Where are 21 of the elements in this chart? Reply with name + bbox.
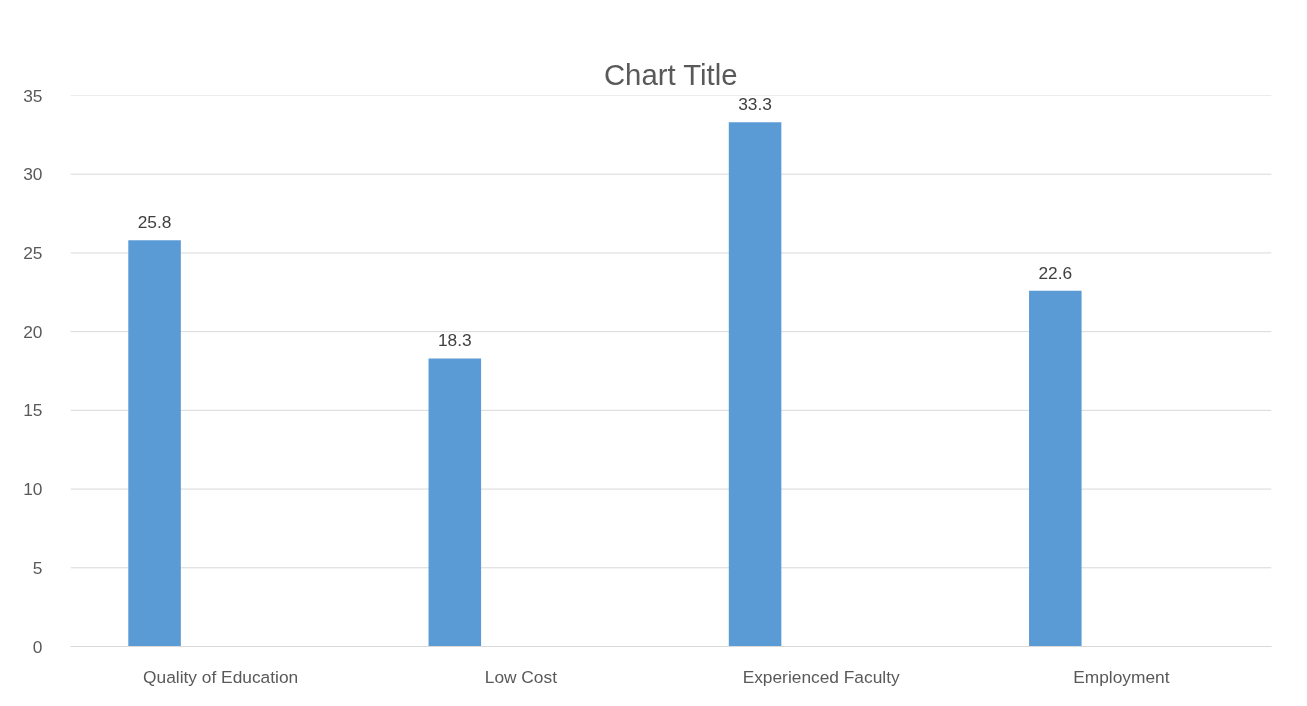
x-tick-label: Low Cost [484, 666, 558, 687]
x-tick-label: Quality of Education [143, 666, 299, 687]
bar [1029, 290, 1082, 647]
bar [128, 240, 181, 647]
y-tick-label: 20 [23, 321, 43, 342]
y-tick-label: 15 [23, 400, 43, 421]
data-label: 25.8 [137, 212, 172, 233]
chart-title: Chart Title [603, 57, 738, 91]
x-tick-label: Employment [1073, 666, 1170, 687]
y-tick-label: 25 [23, 242, 43, 263]
y-tick-label: 30 [23, 164, 43, 185]
y-tick-label: 0 [32, 636, 43, 657]
data-label: 33.3 [738, 94, 772, 115]
data-label: 22.6 [1038, 262, 1073, 283]
y-tick-label: 10 [23, 479, 43, 500]
bar [728, 122, 782, 647]
x-tick-label: Experienced Faculty [742, 666, 900, 687]
y-tick-label: 5 [32, 557, 43, 578]
y-tick-label: 35 [23, 85, 43, 106]
data-label: 18.3 [437, 330, 472, 351]
bar [428, 358, 482, 647]
